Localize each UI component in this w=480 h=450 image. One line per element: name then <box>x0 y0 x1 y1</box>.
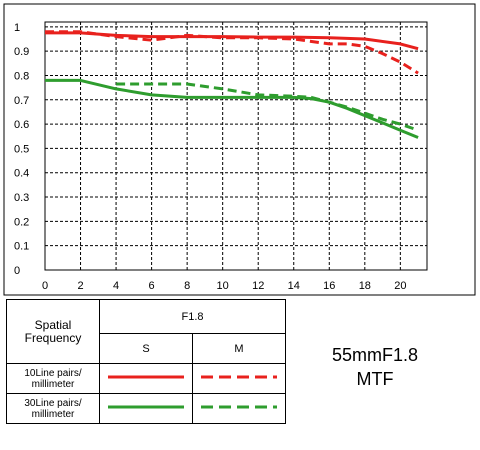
column-m-header: M <box>192 333 286 364</box>
legend-30lp-s-swatch <box>99 393 193 424</box>
y-tick-label: 0.7 <box>14 95 29 107</box>
row-30lp-label: 30Line pairs/ millimeter <box>6 393 100 424</box>
x-tick-label: 6 <box>149 280 155 292</box>
y-tick-label: 0.5 <box>14 143 29 155</box>
row-10lp-label: 10Line pairs/ millimeter <box>6 363 100 394</box>
x-tick-label: 16 <box>323 280 335 292</box>
y-tick-label: 0.6 <box>14 119 29 131</box>
x-tick-label: 0 <box>42 280 48 292</box>
y-tick-label: 0.9 <box>14 46 29 58</box>
x-tick-label: 18 <box>359 280 371 292</box>
x-tick-label: 8 <box>184 280 190 292</box>
legend-heading: Spatial Frequency <box>6 299 100 364</box>
series-line <box>45 78 419 139</box>
x-tick-label: 12 <box>252 280 264 292</box>
legend-10lp-m-swatch <box>192 363 286 394</box>
legend-30lp-m-swatch <box>192 393 286 424</box>
series-line <box>116 82 419 132</box>
legend-table: Spatial Frequency F1.8 S M 10Line pairs/… <box>6 299 286 424</box>
lens-model: 55mmF1.8 <box>331 345 419 365</box>
chart-frame <box>3 3 476 296</box>
spatial-frequency-label: Spatial Frequency <box>24 317 82 345</box>
x-tick-label: 10 <box>217 280 229 292</box>
chart-kind: MTF <box>356 369 394 389</box>
y-tick-label: 0 <box>14 265 20 277</box>
x-tick-label: 2 <box>77 280 83 292</box>
x-tick-label: 14 <box>288 280 300 292</box>
x-tick-label: 20 <box>394 280 406 292</box>
y-tick-label: 0.2 <box>14 216 29 228</box>
legend-10lp-s-swatch <box>99 363 193 394</box>
plot-border <box>44 21 428 271</box>
column-s-header: S <box>99 333 193 364</box>
y-tick-label: 0.3 <box>14 192 29 204</box>
y-tick-label: 0.8 <box>14 70 29 82</box>
mtf-chart: 0 2 4 6 8 10 12 14 16 18 20 0 0.1 0.2 0.3 0.4 0.5 0.6 0.7 0… <box>3 3 476 296</box>
series-line <box>45 30 419 75</box>
y-tick-label: 0.4 <box>14 168 29 180</box>
x-tick-label: 4 <box>113 280 119 292</box>
y-tick-label: 0.1 <box>14 241 29 253</box>
aperture-header: F1.8 <box>99 299 286 334</box>
y-tick-label: 1 <box>14 22 20 34</box>
lens-caption: 55mmF1.8 MTF <box>310 343 440 391</box>
